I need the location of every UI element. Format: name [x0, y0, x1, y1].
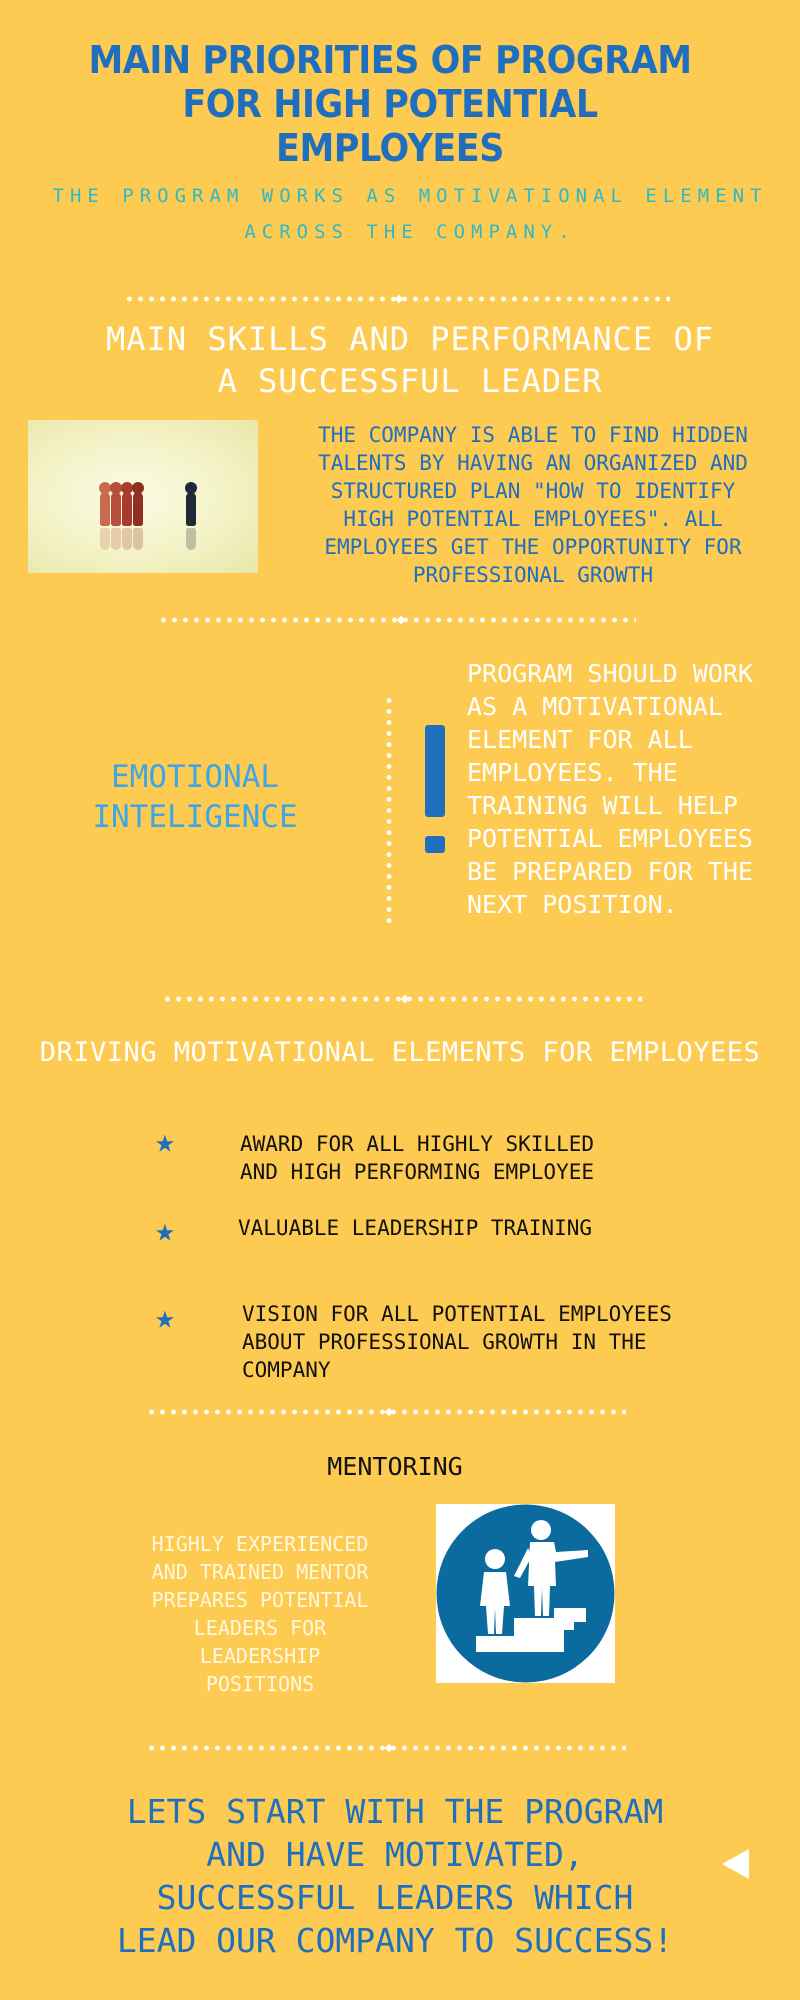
star-icon: ★ — [155, 1121, 175, 1160]
motivation-item: VISION FOR ALL POTENTIAL EMPLOYEES ABOUT… — [242, 1302, 672, 1382]
exclamation-icon — [425, 725, 445, 817]
mentoring-heading: MENTORING — [327, 1452, 463, 1481]
dotted-divider — [146, 1743, 626, 1753]
mentor-stairs-icon — [436, 1504, 615, 1683]
motivation-item: VALUABLE LEADERSHIP TRAINING — [238, 1216, 593, 1240]
star-icon: ★ — [155, 1210, 175, 1249]
mentoring-description: HIGHLY EXPERIENCED AND TRAINED MENTOR PR… — [151, 1532, 369, 1696]
motivation-heading: DRIVING MOTIVATIONAL ELEMENTS FOR EMPLOY… — [39, 1037, 761, 1068]
skills-description: THE COMPANY IS ABLE TO FIND HIDDEN TALEN… — [318, 423, 748, 587]
exclamation-dot-icon — [425, 836, 445, 853]
dotted-divider — [162, 994, 642, 1004]
dotted-divider — [124, 294, 670, 304]
motivation-item: AWARD FOR ALL HIGHLY SKILLED AND HIGH PE… — [240, 1132, 595, 1184]
dotted-divider — [158, 615, 636, 625]
page-subtitle: THE PROGRAM WORKS AS MOTIVATIONAL ELEMEN… — [52, 185, 768, 243]
closing-message: LETS START WITH THE PROGRAM AND HAVE MOT… — [116, 1792, 674, 1960]
back-arrow-icon[interactable] — [722, 1849, 749, 1879]
vertical-dotted-divider — [386, 695, 392, 927]
skills-heading: MAIN SKILLS AND PERFORMANCE OF A SUCCESS… — [106, 320, 714, 400]
chess-pawns-image — [28, 420, 258, 573]
emotional-description: PROGRAM SHOULD WORK AS A MOTIVATIONAL EL… — [467, 659, 753, 919]
dotted-divider — [146, 1407, 626, 1417]
star-icon: ★ — [155, 1297, 175, 1336]
page-title: MAIN PRIORITIES OF PROGRAM FOR HIGH POTE… — [88, 38, 692, 170]
emotional-intelligence-label: EMOTIONAL INTELIGENCE — [92, 759, 298, 835]
